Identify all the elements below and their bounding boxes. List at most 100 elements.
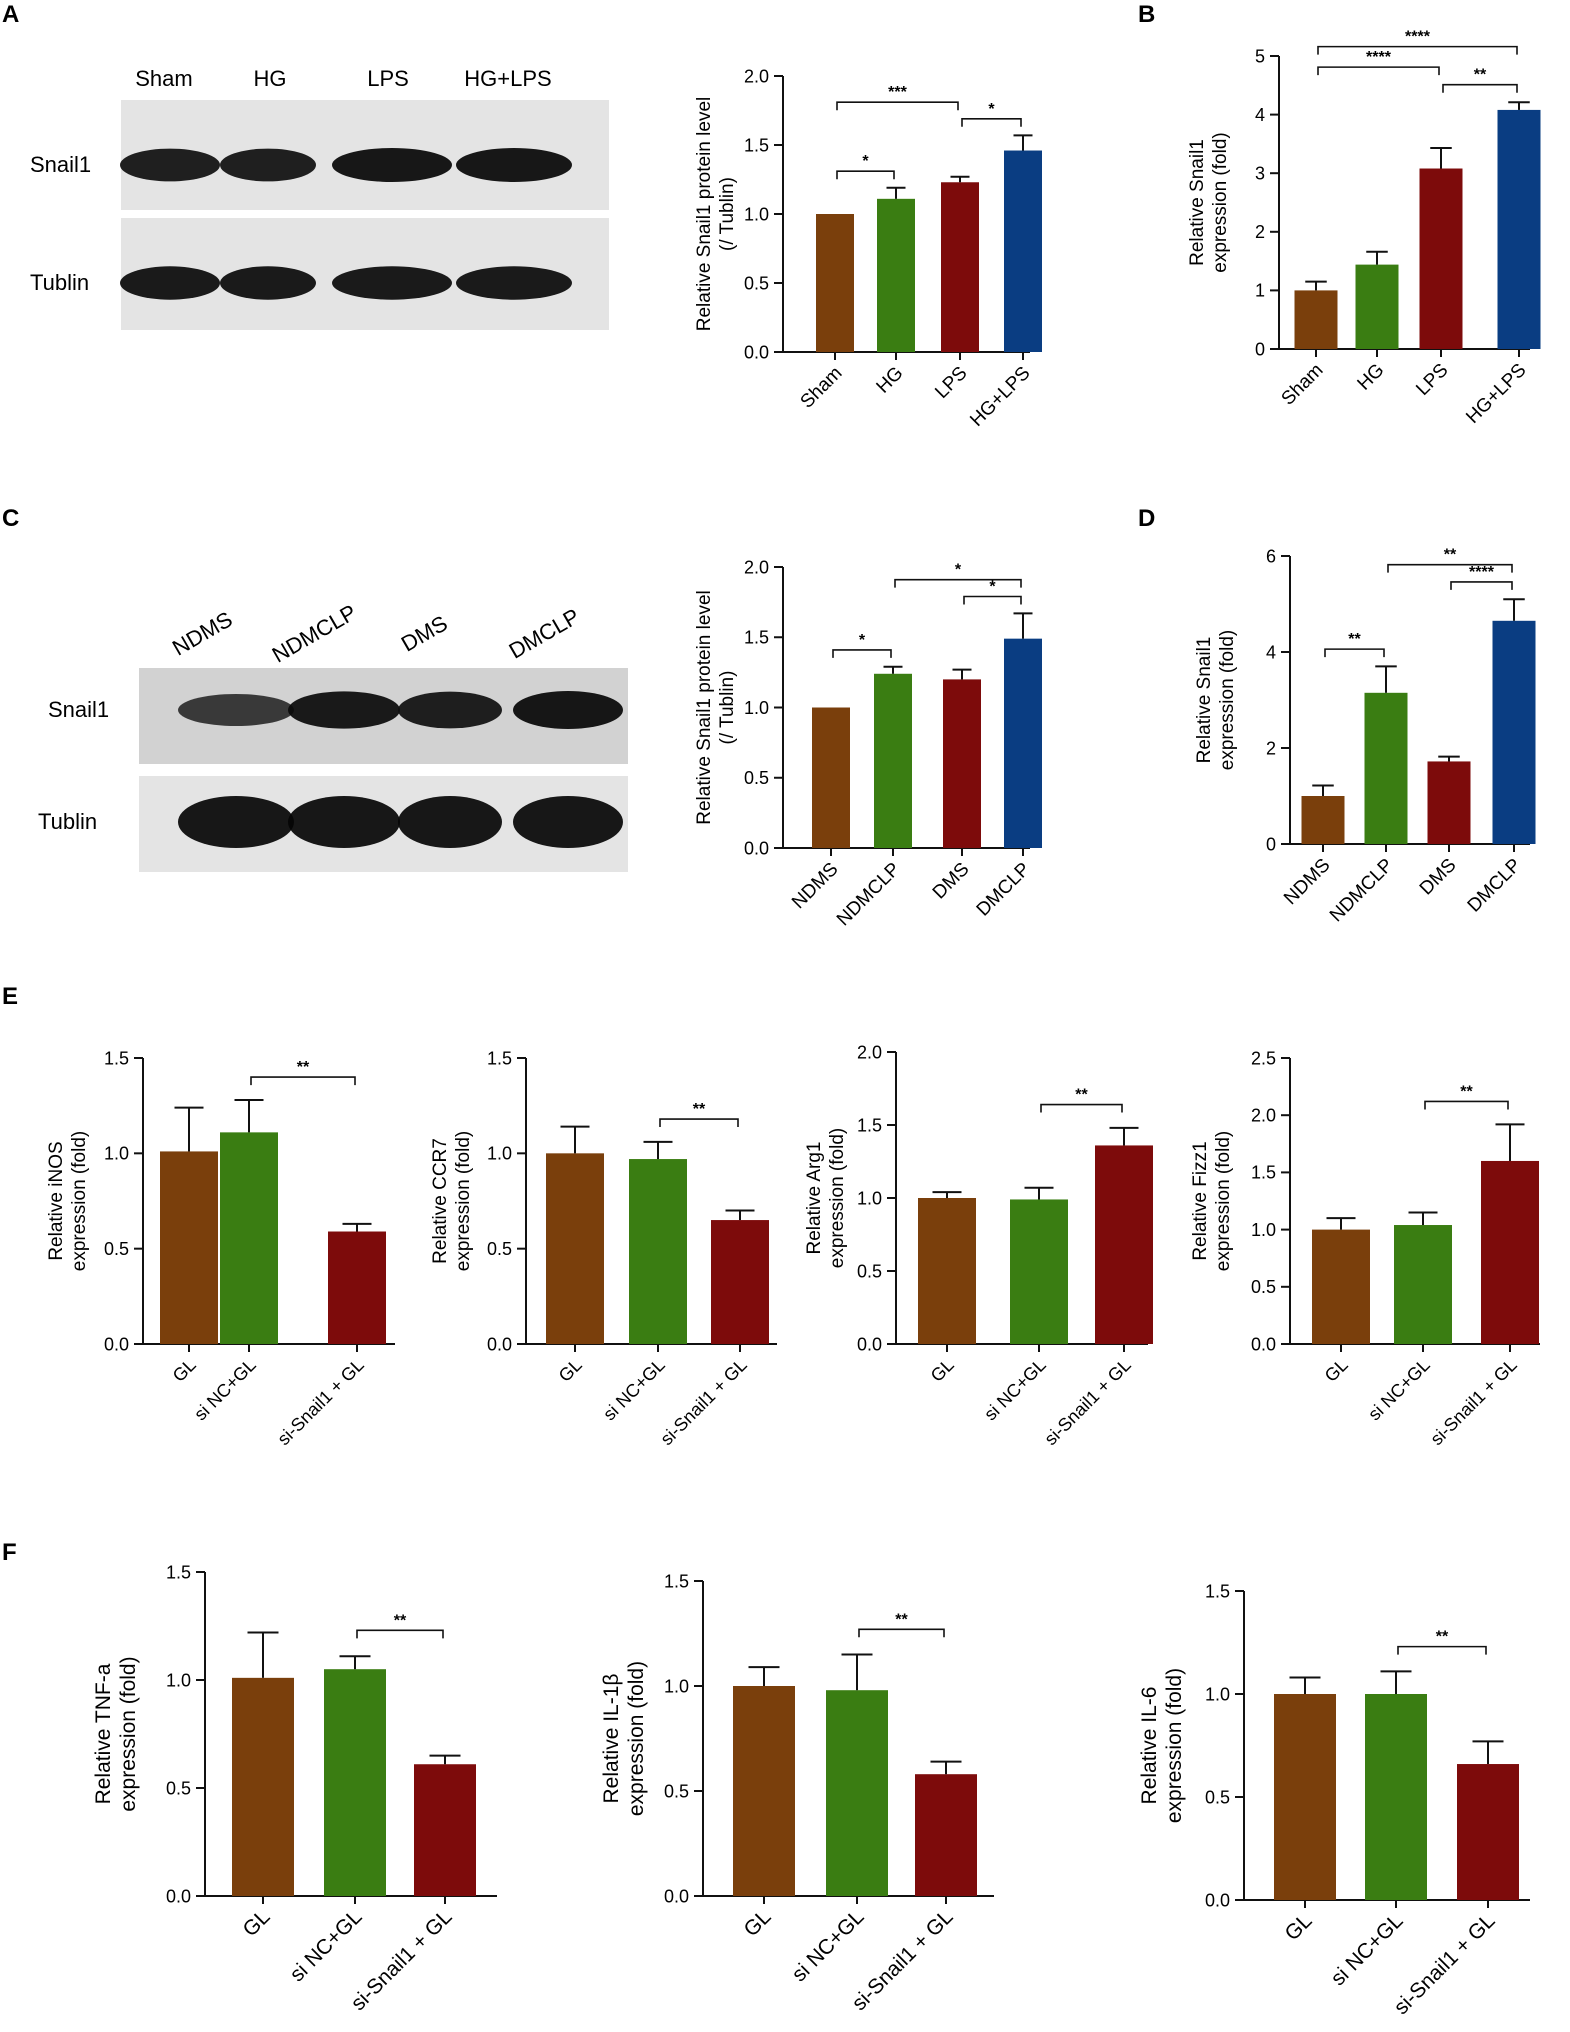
significance-bracket bbox=[961, 117, 1022, 127]
bar bbox=[1457, 1764, 1519, 1900]
blot-band bbox=[288, 691, 400, 729]
blot-band bbox=[398, 691, 502, 729]
y-tick-label: 0.0 bbox=[487, 1334, 512, 1354]
y-tick-label: 1.5 bbox=[857, 1115, 882, 1135]
chart-E1: 0.0 0.5 1.0 1.5 Relative iNOS expression (fol… bbox=[46, 1048, 395, 1449]
y-tick-label: 4 bbox=[1266, 642, 1276, 662]
significance-label: **** bbox=[1366, 49, 1392, 66]
x-tick-label: HG+LPS bbox=[966, 363, 1034, 431]
y-tick-label: 6 bbox=[1266, 546, 1276, 566]
bar bbox=[877, 198, 915, 352]
y-axis-title: expression (fold) bbox=[453, 1131, 474, 1271]
blot-row-label: Snail1 bbox=[48, 697, 109, 722]
bar bbox=[1095, 1145, 1153, 1344]
y-axis-title: Relative Arg1 bbox=[804, 1141, 825, 1254]
significance-label: ** bbox=[394, 1612, 407, 1629]
x-tick-label: GL bbox=[1280, 1909, 1316, 1945]
y-axis-title: expression (fold) bbox=[1163, 1668, 1186, 1823]
significance-label: ** bbox=[1444, 547, 1457, 564]
panel-label-f: F bbox=[2, 1539, 17, 1566]
x-tick-label: NDMCLP bbox=[833, 859, 905, 931]
western-blots: Sham HG LPS HG+LPS Snail1 Tublin NDMS NDMCLP DMS… bbox=[30, 66, 628, 872]
y-tick-label: 1.5 bbox=[1205, 1581, 1230, 1601]
y-tick-label: 0.0 bbox=[166, 1886, 191, 1906]
blot-lane-label: HG bbox=[254, 66, 287, 91]
bar bbox=[826, 1690, 888, 1896]
blot-row-label: Tublin bbox=[38, 809, 97, 834]
bar bbox=[1004, 150, 1042, 352]
significance-bracket bbox=[1442, 83, 1518, 93]
significance-bracket bbox=[356, 1629, 444, 1639]
y-tick-label: 0.5 bbox=[744, 768, 769, 788]
y-tick-label: 1.5 bbox=[744, 628, 769, 648]
y-axis-title: Relative IL-6 bbox=[1138, 1687, 1161, 1805]
significance-bracket bbox=[832, 649, 892, 658]
bar bbox=[1355, 264, 1399, 349]
blot-lane-label: HG+LPS bbox=[464, 66, 551, 91]
y-tick-label: 2 bbox=[1255, 222, 1265, 242]
y-tick-label: 1.0 bbox=[664, 1676, 689, 1696]
x-tick-label: Sham bbox=[797, 363, 847, 413]
x-tick-label: si NC+GL bbox=[599, 1355, 669, 1425]
blotC-panel: NDMS NDMCLP DMS DMCLP Snail1 Tublin bbox=[38, 599, 628, 872]
x-tick-label: GL bbox=[927, 1355, 958, 1386]
significance-bracket bbox=[1387, 563, 1513, 573]
blot-band bbox=[220, 266, 316, 300]
x-tick-label: DMCLP bbox=[973, 859, 1035, 921]
y-axis-title: expression (fold) bbox=[1217, 630, 1238, 770]
x-tick-label: Sham bbox=[1278, 360, 1328, 410]
x-tick-label: GL bbox=[169, 1355, 200, 1386]
y-tick-label: 1.0 bbox=[166, 1670, 191, 1690]
x-tick-label: GL bbox=[238, 1905, 274, 1941]
blot-band bbox=[332, 266, 452, 300]
panel-label-d: D bbox=[1138, 505, 1155, 532]
blot-band bbox=[120, 266, 220, 300]
blot-row-label: Tublin bbox=[30, 270, 89, 295]
significance-label: ** bbox=[1348, 631, 1361, 648]
x-tick-label: si NC+GL bbox=[1364, 1355, 1434, 1425]
blot-lane-label: Sham bbox=[135, 66, 192, 91]
significance-bracket bbox=[1040, 1103, 1123, 1113]
y-tick-label: 0 bbox=[1255, 339, 1265, 359]
y-axis-title: expression (fold) bbox=[1213, 1131, 1234, 1271]
bar bbox=[546, 1153, 604, 1344]
x-tick-label: LPS bbox=[1412, 360, 1452, 400]
bar bbox=[1492, 620, 1536, 844]
y-tick-label: 0.0 bbox=[1251, 1334, 1276, 1354]
significance-bracket bbox=[1317, 66, 1440, 76]
x-tick-label: NDMS bbox=[1280, 855, 1334, 909]
bar bbox=[1294, 290, 1338, 349]
blot-lane-label: NDMCLP bbox=[268, 599, 361, 667]
y-tick-label: 1.5 bbox=[487, 1048, 512, 1068]
blot-band bbox=[178, 796, 294, 848]
chart-C-bar: 0.0 0.5 1.0 1.5 2.0 Relative Snail1 protein l… bbox=[694, 557, 1042, 930]
y-tick-label: 1.0 bbox=[744, 204, 769, 224]
bar bbox=[1497, 109, 1541, 349]
panel-label-b: B bbox=[1138, 1, 1155, 28]
blot-lane-label: DMS bbox=[397, 610, 452, 656]
bar bbox=[1394, 1225, 1452, 1344]
x-tick-label: DMS bbox=[1416, 855, 1461, 900]
y-tick-label: 2.5 bbox=[1251, 1048, 1276, 1068]
chart-B-bar: 0 1 2 3 4 5 Relative Snail1 expression (fold) Sh… bbox=[1187, 29, 1541, 428]
y-tick-label: 1.0 bbox=[487, 1144, 512, 1164]
x-tick-label: HG+LPS bbox=[1462, 360, 1530, 428]
significance-label: * bbox=[988, 101, 995, 118]
bar bbox=[733, 1686, 795, 1896]
bar bbox=[1364, 692, 1408, 844]
significance-label: ** bbox=[693, 1101, 706, 1118]
y-axis-title: (/ Tublin) bbox=[717, 671, 738, 745]
bar bbox=[812, 707, 850, 848]
significance-label: * bbox=[859, 632, 866, 649]
panel-label-e: E bbox=[2, 983, 18, 1010]
blot-band bbox=[220, 148, 316, 182]
y-axis-title: Relative CCR7 bbox=[430, 1138, 451, 1264]
significance-bracket bbox=[894, 578, 1022, 588]
y-tick-label: 1.5 bbox=[166, 1562, 191, 1582]
panel-label-a: A bbox=[2, 1, 19, 28]
bar bbox=[1004, 638, 1042, 848]
y-tick-label: 1 bbox=[1255, 281, 1265, 301]
significance-bracket bbox=[836, 101, 959, 111]
bar bbox=[1274, 1694, 1336, 1900]
